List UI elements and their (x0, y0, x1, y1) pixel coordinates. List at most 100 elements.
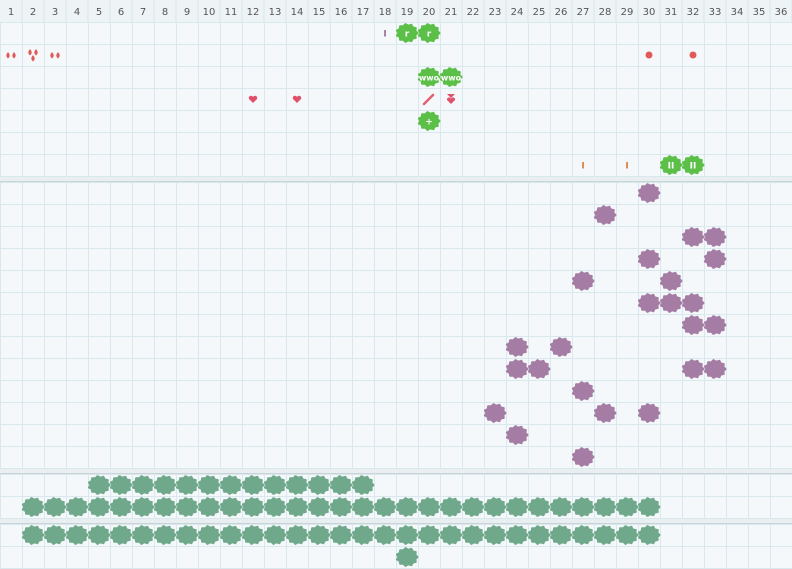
blob (21, 497, 45, 517)
blob (219, 497, 243, 517)
cell-label: I (383, 30, 386, 40)
blob (659, 271, 683, 291)
ribbon (447, 94, 455, 98)
pencil (422, 93, 435, 106)
blob (593, 525, 617, 545)
blob (131, 475, 155, 495)
blob (285, 475, 309, 495)
cell-label: I (625, 162, 628, 172)
column-number: 23 (489, 7, 502, 18)
heart (292, 95, 302, 103)
column-number: 36 (775, 7, 788, 18)
blob (241, 475, 265, 495)
blob (483, 403, 507, 423)
column-number: 11 (225, 7, 238, 18)
blob (417, 497, 441, 517)
blob (659, 155, 683, 175)
column-number: 19 (401, 7, 414, 18)
blob (65, 525, 89, 545)
blob (329, 475, 353, 495)
column-number: 30 (643, 7, 656, 18)
blob (527, 525, 551, 545)
blob (637, 403, 661, 423)
blob (87, 497, 111, 517)
blob (87, 475, 111, 495)
blob (175, 525, 199, 545)
blob (175, 497, 199, 517)
blob (43, 497, 67, 517)
blob (703, 359, 727, 379)
blob (329, 497, 353, 517)
column-number: 29 (621, 7, 634, 18)
drop (12, 52, 16, 59)
section-divider (0, 518, 792, 524)
blob (527, 359, 551, 379)
blob (241, 497, 265, 517)
blob (505, 337, 529, 357)
column-number: 14 (291, 7, 304, 18)
blob (263, 475, 287, 495)
blob (681, 293, 705, 313)
drop (28, 49, 32, 56)
heart (446, 97, 456, 104)
blob (483, 525, 507, 545)
column-number: 32 (687, 7, 700, 18)
cell-label: I (581, 162, 584, 172)
heart (248, 95, 258, 103)
blob (109, 475, 133, 495)
column-number: 22 (467, 7, 480, 18)
blob (681, 359, 705, 379)
blob (417, 525, 441, 545)
drop (50, 52, 54, 59)
blob (505, 359, 529, 379)
blob (681, 227, 705, 247)
blob (395, 547, 419, 567)
blob (571, 497, 595, 517)
blob (153, 475, 177, 495)
blob (637, 525, 661, 545)
blob (461, 497, 485, 517)
column-number: 24 (511, 7, 524, 18)
blob (351, 525, 375, 545)
column-number: 21 (445, 7, 458, 18)
blob (593, 403, 617, 423)
blob (549, 337, 573, 357)
column-number: 17 (357, 7, 370, 18)
blob (637, 497, 661, 517)
blob (549, 497, 573, 517)
drop (6, 52, 10, 59)
blob (571, 381, 595, 401)
blob (659, 293, 683, 313)
drop (56, 52, 60, 59)
blob (703, 227, 727, 247)
cell-label: wwo (441, 74, 462, 83)
cell-label: II (690, 162, 697, 172)
blob (307, 497, 331, 517)
blob (637, 293, 661, 313)
dot (689, 51, 697, 59)
column-number: 20 (423, 7, 436, 18)
cell-label: r (427, 30, 432, 40)
blob (285, 497, 309, 517)
column-number: 5 (96, 7, 102, 18)
blob (131, 525, 155, 545)
blob (615, 497, 639, 517)
column-number: 25 (533, 7, 546, 18)
column-number: 28 (599, 7, 612, 18)
drop (31, 55, 35, 62)
blob (197, 497, 221, 517)
blob (395, 23, 419, 43)
blob (351, 475, 375, 495)
blob (153, 525, 177, 545)
column-number: 35 (753, 7, 766, 18)
cell-label: II (668, 162, 675, 172)
blob (373, 497, 397, 517)
blob (395, 525, 419, 545)
blob (131, 497, 155, 517)
column-number: 15 (313, 7, 326, 18)
blob (153, 497, 177, 517)
blob (439, 67, 463, 87)
blob (43, 525, 67, 545)
